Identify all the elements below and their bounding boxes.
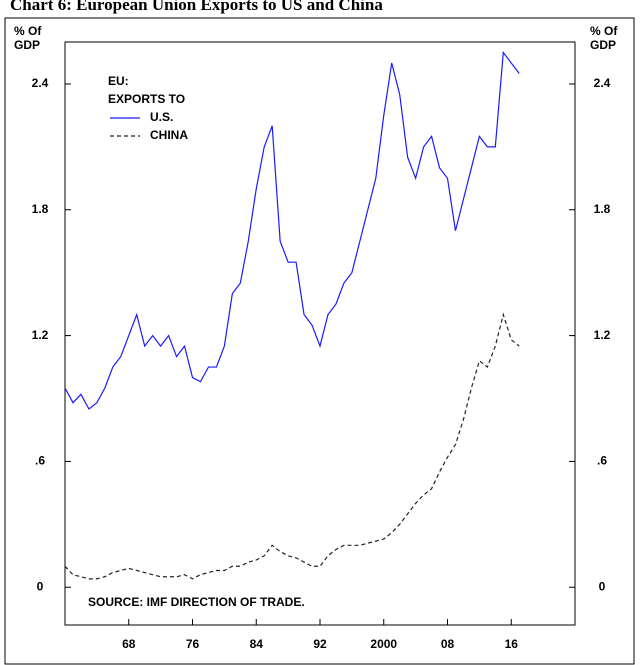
- x-tick-label: 68: [122, 637, 136, 651]
- frame: [4, 17, 635, 665]
- legend-title: EU:: [108, 74, 129, 88]
- chart-title: Chart 6: European Union Exports to US an…: [10, 0, 383, 14]
- y2-tick-label: 1.2: [594, 328, 611, 342]
- y2-axis-label: GDP: [590, 38, 616, 52]
- x-tick-label: 76: [186, 637, 200, 651]
- y-tick-label: 1.2: [32, 328, 49, 342]
- x-tick-label: 16: [505, 637, 519, 651]
- y2-tick-label: 0: [599, 579, 606, 593]
- line-series: [64, 312, 520, 580]
- x-tick-label: 2000: [370, 637, 397, 651]
- y-axis-label: GDP: [14, 38, 40, 52]
- line-series: [64, 50, 520, 410]
- y-tick-label: 2.4: [32, 76, 49, 90]
- y-tick-label: .6: [35, 454, 45, 468]
- y-tick-label: 0: [37, 579, 44, 593]
- y2-axis-label: % Of: [590, 24, 618, 38]
- legend-label: U.S.: [150, 110, 173, 124]
- y2-tick-label: 2.4: [594, 76, 611, 90]
- x-tick-label: 84: [250, 637, 264, 651]
- y-tick-label: 1.8: [32, 202, 49, 216]
- x-tick-label: 08: [441, 637, 455, 651]
- y2-tick-label: 1.8: [594, 202, 611, 216]
- y-axis-label: % Of: [14, 24, 42, 38]
- legend-label: CHINA: [150, 128, 188, 142]
- legend-title: EXPORTS TO: [108, 92, 185, 106]
- x-tick-label: 92: [313, 637, 327, 651]
- source-note: SOURCE: IMF DIRECTION OF TRADE.: [88, 595, 305, 609]
- y2-tick-label: .6: [597, 454, 607, 468]
